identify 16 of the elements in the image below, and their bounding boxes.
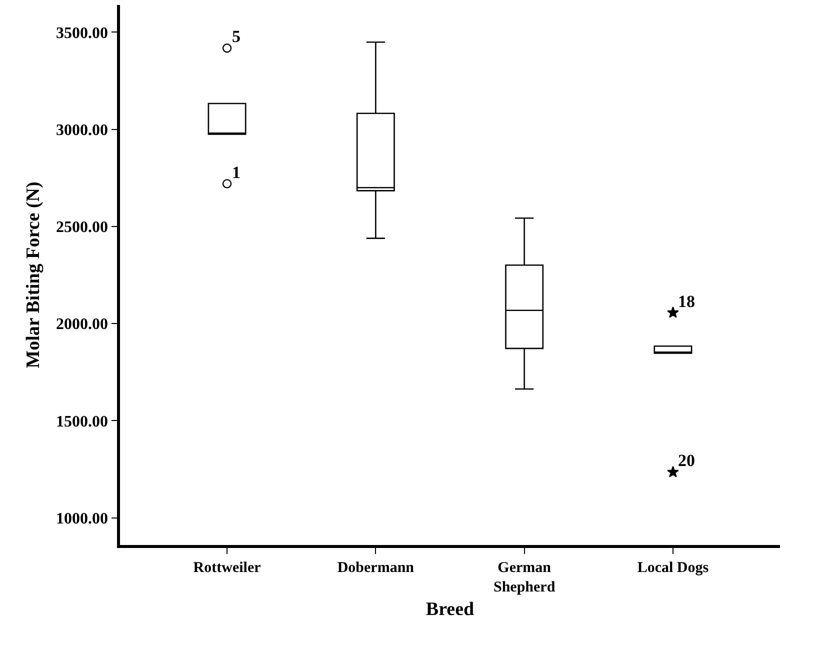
annotation: 5 [232,27,240,46]
y-tick-label: 3500.00 [56,24,108,42]
y-tick-label: 1000.00 [56,510,108,528]
y-tick-label: 2500.00 [56,219,108,236]
annotation: 18 [678,292,695,311]
x-tick-label: German Shepherd [493,560,556,596]
y-tick-label: 3000.00 [56,122,108,139]
x-axis-title: Breed [426,599,475,620]
annotation: 1 [232,163,240,182]
x-tick-label: Dobermann [337,560,415,576]
annotation: 20 [678,451,695,470]
y-tick-label: 1500.00 [56,413,108,430]
x-tick-label: Rottweiler [193,560,262,576]
y-tick-label: 2000.00 [56,316,108,334]
x-tick-label: Local Dogs [637,560,709,576]
y-axis-title: Molar Biting Force (N) [22,182,44,368]
